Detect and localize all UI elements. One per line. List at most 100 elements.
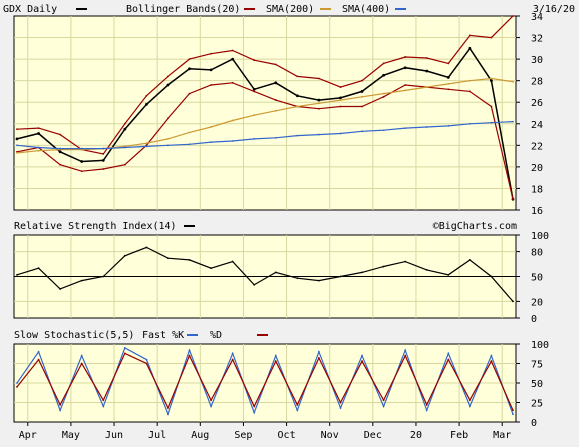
price-panel-point xyxy=(16,128,18,131)
stoch-panel-point xyxy=(512,409,514,412)
rsi-panel-point xyxy=(16,273,18,276)
price-panel-ytick-label: 30 xyxy=(531,55,543,66)
price-panel-point xyxy=(253,90,256,93)
price-panel-point xyxy=(145,145,148,148)
x-tick-label: Sep xyxy=(234,430,252,441)
stoch-panel-point xyxy=(188,349,191,352)
x-tick-label: Jul xyxy=(148,430,166,441)
price-panel-point xyxy=(123,146,126,149)
x-tick-label: May xyxy=(62,430,80,441)
price-panel-point xyxy=(490,77,493,80)
price-panel-point xyxy=(361,130,363,133)
price-panel-point xyxy=(144,102,148,106)
rsi-panel-point xyxy=(188,259,191,261)
rsi-panel-point xyxy=(468,259,471,261)
price-panel-point xyxy=(210,141,212,144)
price-panel-series-line-2 xyxy=(16,15,514,155)
rsi-panel-point xyxy=(123,254,126,257)
price-panel-point xyxy=(468,90,471,93)
stoch-panel-point xyxy=(512,413,514,416)
price-panel-series-line-1 xyxy=(16,46,514,200)
price-panel-point xyxy=(210,84,212,86)
price-panel-point xyxy=(361,79,363,82)
price-panel-point xyxy=(209,68,213,72)
price-panel-point xyxy=(210,52,212,55)
stoch-panel-point xyxy=(145,358,148,361)
rsi-panel-point xyxy=(447,273,450,276)
stoch-panel-point xyxy=(37,358,40,361)
stoch-panel-point xyxy=(361,360,363,363)
sma200-legend-swatch xyxy=(320,8,331,10)
price-panel-point xyxy=(512,80,514,83)
stoch-panel-point xyxy=(253,411,256,414)
price-symbol-label: GDX Daily xyxy=(3,4,57,15)
rsi-panel-ytick-label: 100 xyxy=(531,231,549,242)
price-panel-point xyxy=(188,67,191,71)
stoch-panel-point xyxy=(447,352,450,355)
price-panel-point xyxy=(167,144,169,147)
price-panel-point xyxy=(295,94,299,98)
stoch-panel-point xyxy=(167,413,169,416)
rsi-panel-point xyxy=(382,265,385,268)
stoch-panel-point xyxy=(274,354,277,357)
price-panel-ytick-label: 28 xyxy=(531,77,543,88)
rsi-panel-point xyxy=(274,271,277,274)
price-panel-point xyxy=(318,102,320,105)
price-panel-point xyxy=(102,153,105,155)
price-panel-ytick-label: 22 xyxy=(531,141,543,152)
price-panel-point xyxy=(210,126,212,128)
price-panel-point xyxy=(80,160,84,163)
price-panel-point xyxy=(447,83,450,85)
price-panel-point xyxy=(59,147,62,150)
price-panel-point xyxy=(59,133,62,136)
price-panel-point xyxy=(339,132,342,135)
rsi-panel-point xyxy=(37,267,40,270)
x-tick-label: Oct xyxy=(278,430,296,441)
price-panel-point xyxy=(231,119,234,122)
sma400-legend-label: SMA(400) xyxy=(342,4,390,15)
stoch-panel-point xyxy=(490,360,493,363)
price-panel-point xyxy=(296,134,299,137)
x-tick-label: Apr xyxy=(19,430,37,441)
stoch-panel-point xyxy=(102,405,105,408)
price-panel-point xyxy=(447,88,450,91)
stoch-panel-point xyxy=(361,354,363,357)
rsi-panel-point xyxy=(361,271,363,274)
stoch-panel-ytick-label: 75 xyxy=(531,360,543,371)
price-panel-point xyxy=(253,137,256,140)
price-panel-point xyxy=(404,89,407,92)
price-panel-point xyxy=(59,163,62,166)
price-panel-point xyxy=(188,143,191,146)
price-panel-point xyxy=(490,36,493,39)
price-panel-point xyxy=(231,57,235,61)
stoch-panel-ytick-label: 0 xyxy=(531,418,537,429)
price-panel-point xyxy=(253,59,256,62)
rsi-panel-point xyxy=(512,300,514,303)
rsi-panel-point xyxy=(425,268,428,271)
stoch-k-legend-label: Fast %K xyxy=(142,330,184,341)
stoch-panel-point xyxy=(425,409,428,412)
x-tick-label: Dec xyxy=(364,430,382,441)
stoch-panel-ytick-label: 100 xyxy=(531,340,549,351)
stoch-panel-ytick-label: 50 xyxy=(531,379,543,390)
price-panel-point xyxy=(339,96,342,100)
rsi-panel-series-line-1 xyxy=(16,246,514,302)
stoch-k-legend-swatch xyxy=(187,334,198,336)
price-panel-point xyxy=(231,81,234,84)
price-panel-point xyxy=(252,87,256,91)
price-panel-point xyxy=(102,147,105,150)
price-panel-point xyxy=(231,140,234,142)
price-legend-swatch xyxy=(76,8,87,10)
price-panel-point xyxy=(382,62,385,65)
price-panel-point xyxy=(123,163,126,166)
stoch-panel-point xyxy=(16,382,18,384)
x-tick-label: Jun xyxy=(105,430,123,441)
price-panel-point xyxy=(188,58,191,61)
price-panel-series-line-5 xyxy=(16,121,514,150)
price-panel-point xyxy=(102,168,105,170)
x-tick-label: 20 xyxy=(410,430,422,441)
price-panel-point xyxy=(382,129,385,132)
stoch-panel-point xyxy=(188,354,191,357)
price-panel-point xyxy=(101,159,105,162)
